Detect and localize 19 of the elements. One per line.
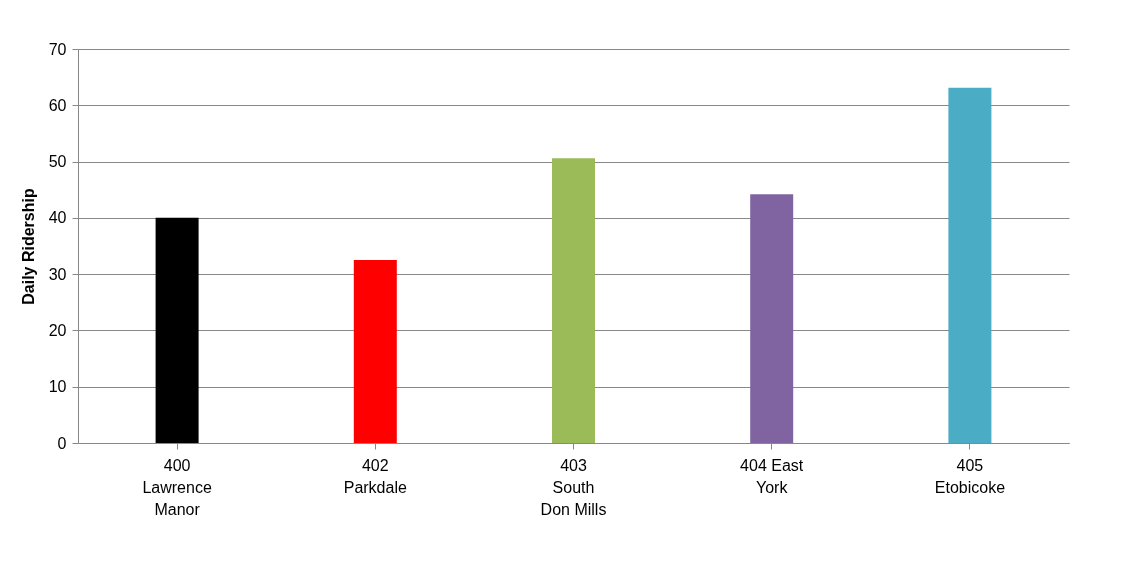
bar (948, 87, 992, 443)
bar (750, 194, 794, 443)
y-tick-label: 20 (48, 321, 67, 339)
y-tick-label: 40 (48, 209, 67, 227)
y-tick-label: 0 (57, 434, 67, 452)
y-axis-title: Daily Ridership (19, 188, 37, 305)
bar (552, 158, 595, 443)
x-tick-label: 403 South Don Mills (540, 456, 607, 518)
bar (353, 260, 397, 443)
y-tick-label: 10 (48, 378, 67, 396)
x-tick-label: 402 Parkdale (343, 456, 407, 496)
y-tick-label: 60 (48, 96, 67, 114)
x-tick-label: 405 Etobicoke (934, 456, 1006, 496)
x-tick-label: 404 East York (740, 456, 804, 496)
y-tick-label: 30 (48, 265, 67, 283)
bar (155, 217, 199, 443)
y-tick-label: 50 (48, 153, 67, 171)
y-tick-label: 70 (48, 40, 67, 58)
x-tick-label: 400 Lawrence Manor (142, 456, 212, 518)
